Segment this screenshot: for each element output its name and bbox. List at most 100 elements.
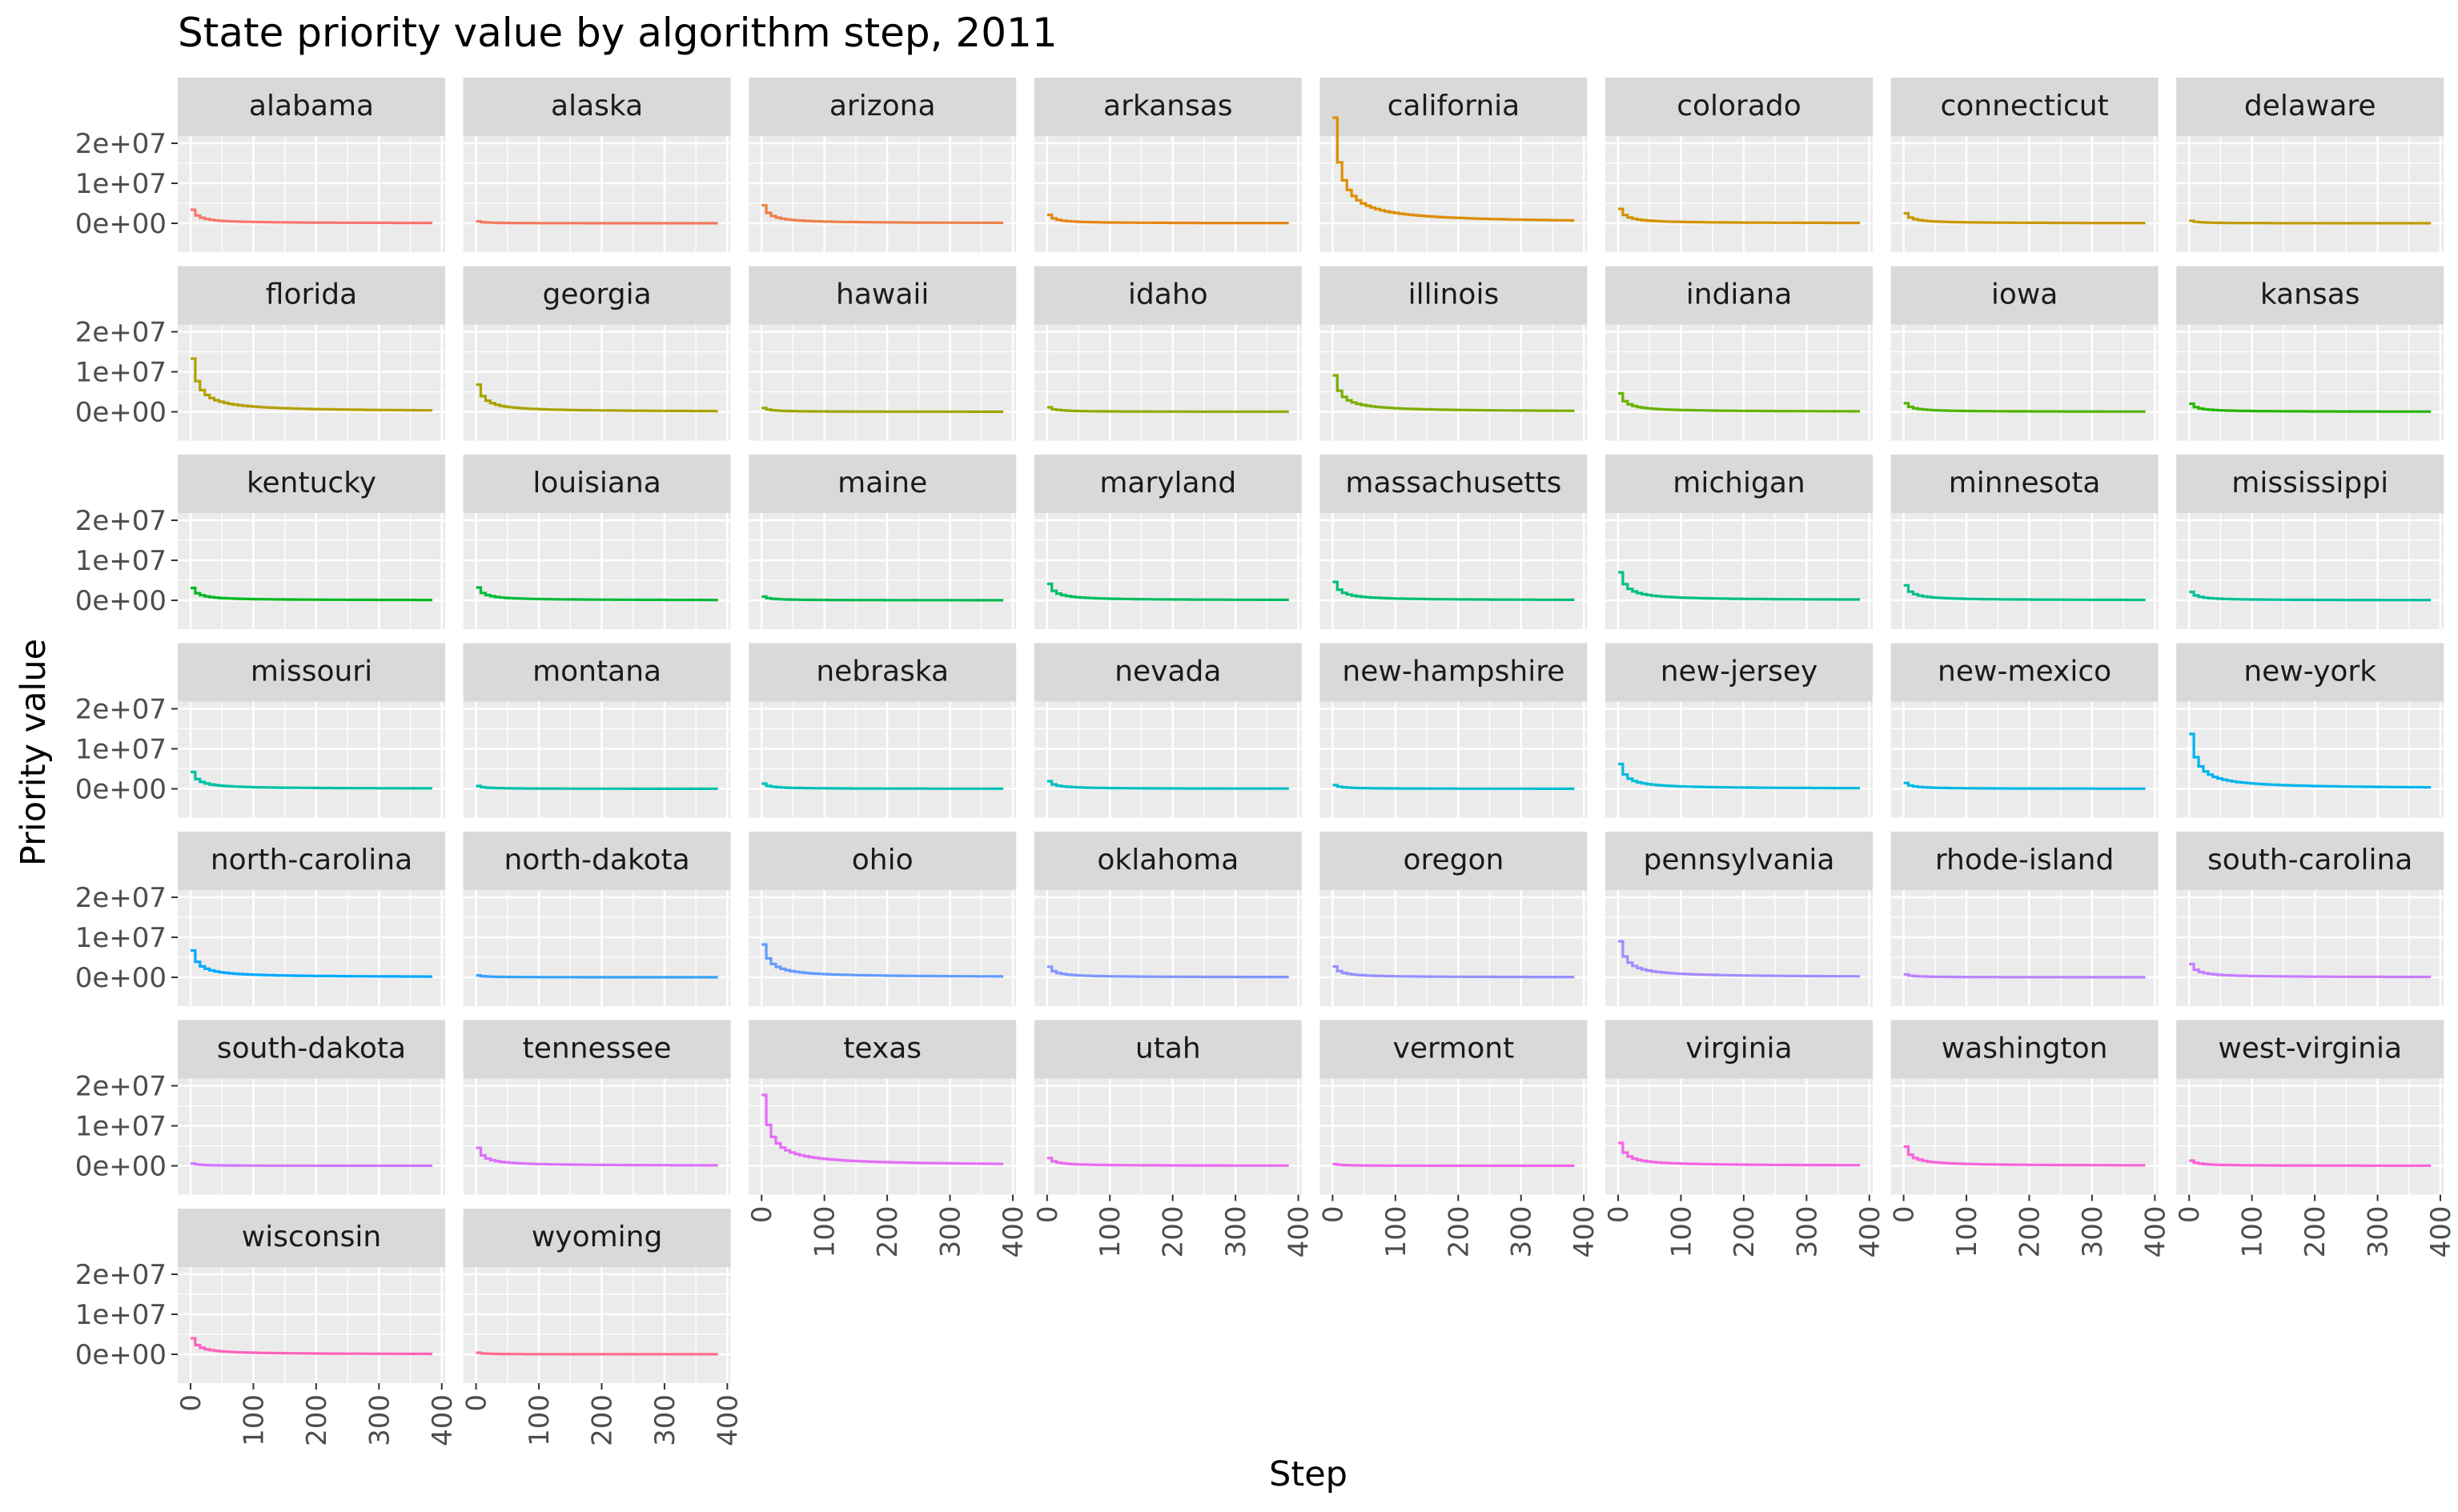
series-line-delaware (2189, 219, 2432, 225)
facet-north-carolina: north-carolina 0e+00 1e+07 2e+07 (75, 832, 445, 1006)
facet-georgia: georgia (463, 266, 731, 441)
x-tick-label: 300 (363, 1394, 396, 1446)
x-tick-label: 300 (649, 1394, 681, 1446)
facet-strip-label: new-mexico (1938, 656, 2111, 688)
facet-strip (2176, 266, 2444, 325)
series-line-maine (761, 595, 1004, 602)
facet-florida: florida 0e+00 1e+07 2e+07 (75, 266, 445, 441)
series-line-oregon (1332, 965, 1575, 979)
facet-strip-label: wisconsin (242, 1221, 381, 1253)
facet-panel-background (463, 1078, 731, 1195)
facet-strip (1319, 832, 1588, 890)
facet-strip-label: texas (843, 1033, 922, 1065)
facet-strip-label: rhode-island (1935, 844, 2115, 876)
facet-panel-background (1319, 701, 1588, 818)
facet-connecticut: connecticut (1890, 78, 2159, 252)
facet-strip-label: california (1388, 90, 1520, 122)
facet-panel-background (1034, 890, 1302, 1006)
facet-strip (1605, 643, 1873, 702)
x-tick-label: 300 (2363, 1206, 2395, 1258)
x-axis-label: Step (1269, 1454, 1347, 1494)
facet-strip (178, 266, 445, 325)
facet-strip (178, 1020, 445, 1079)
facet-strip-label: illinois (1408, 279, 1500, 311)
series-line-wyoming (476, 1351, 718, 1356)
facet-strip-label: connecticut (1940, 90, 2108, 122)
facet-strip (1319, 643, 1588, 702)
facet-kansas: kansas (2176, 266, 2444, 441)
facet-strip (463, 832, 731, 890)
x-tick-label: 200 (1158, 1206, 1190, 1258)
facet-panel-background (1034, 136, 1302, 252)
series-line-washington (1903, 1145, 2146, 1167)
facet-strip-label: delaware (2244, 90, 2376, 122)
series-line-rhode-island (1903, 973, 2146, 979)
facet-panel-background (749, 1078, 1017, 1195)
facet-delaware: delaware (2176, 78, 2444, 252)
series-line-arkansas (1046, 213, 1289, 225)
x-tick-label: 100 (1951, 1206, 1983, 1258)
facet-strip-label: ohio (852, 844, 914, 876)
facet-strip-label: minnesota (1949, 467, 2101, 499)
y-tick-label: 2e+07 (75, 317, 167, 349)
facet-north-dakota: north-dakota (463, 832, 731, 1006)
facet-illinois: illinois (1319, 266, 1588, 441)
facet-strip-label: south-dakota (217, 1033, 406, 1065)
facet-maryland: maryland (1034, 455, 1302, 629)
facet-strip-label: arizona (829, 90, 936, 122)
facet-strip (1890, 266, 2159, 325)
facet-panel-background (1319, 1078, 1588, 1195)
y-tick-label: 2e+07 (75, 882, 167, 914)
facet-strip-label: kentucky (247, 467, 376, 499)
series-line-new-jersey (1618, 762, 1860, 790)
facet-strip (463, 455, 731, 513)
facet-tennessee: tennessee (463, 1020, 731, 1195)
facet-strip (1319, 455, 1588, 513)
facet-strip-label: maine (837, 467, 927, 499)
y-axis-label: Priority value (14, 639, 54, 866)
series-line-massachusetts (1332, 580, 1575, 601)
facet-hawaii: hawaii (749, 266, 1017, 441)
facet-strip-label: tennessee (523, 1033, 672, 1065)
x-tick-label: 100 (1094, 1206, 1127, 1258)
y-tick-label: 0e+00 (75, 962, 167, 994)
facet-strip-label: missouri (251, 656, 372, 688)
facet-strip-label: west-virginia (2218, 1033, 2402, 1065)
facet-mississippi: mississippi (2176, 455, 2444, 629)
facet-strip (2176, 1020, 2444, 1079)
facet-new-york: new-york (2176, 643, 2444, 818)
facet-grid: alabama 0e+00 1e+07 2e+07 alaska arizona arkan… (75, 78, 2457, 1446)
facet-panel-background (2176, 701, 2444, 818)
facet-vermont: vermont 0 100 200 300 400 (1317, 1020, 1601, 1257)
facet-strip-label: oklahoma (1097, 844, 1239, 876)
x-tick-label: 0 (1603, 1206, 1635, 1224)
series-line-georgia (476, 383, 718, 413)
facet-maine: maine (749, 455, 1017, 629)
x-tick-label: 100 (2237, 1206, 2269, 1258)
facet-panel-background (749, 136, 1017, 252)
facet-new-hampshire: new-hampshire (1319, 643, 1588, 818)
facet-nevada: nevada (1034, 643, 1302, 818)
facet-panel-background (178, 136, 445, 252)
x-tick-label: 0 (175, 1394, 207, 1412)
x-tick-label: 200 (872, 1206, 904, 1258)
facet-strip-label: nebraska (816, 656, 949, 688)
y-tick-label: 0e+00 (75, 1339, 167, 1371)
facet-strip (749, 266, 1017, 325)
x-tick-label: 300 (1791, 1206, 1823, 1258)
x-tick-label: 200 (2299, 1206, 2331, 1258)
y-tick-label: 1e+07 (75, 545, 167, 577)
facet-panel-background (178, 324, 445, 441)
facet-panel-background (178, 513, 445, 629)
facet-strip-label: north-dakota (504, 844, 689, 876)
y-tick-label: 2e+07 (75, 1259, 167, 1291)
facet-new-jersey: new-jersey (1605, 643, 1873, 818)
series-line-west-virginia (2189, 1159, 2432, 1167)
facet-panel-background (1605, 513, 1873, 629)
facet-strip-label: new-jersey (1661, 656, 1818, 688)
facet-alabama: alabama 0e+00 1e+07 2e+07 (75, 78, 445, 252)
facet-rhode-island: rhode-island (1890, 832, 2159, 1006)
series-line-vermont (1332, 1162, 1575, 1167)
y-tick-label: 1e+07 (75, 168, 167, 200)
facet-panel-background (178, 1267, 445, 1383)
